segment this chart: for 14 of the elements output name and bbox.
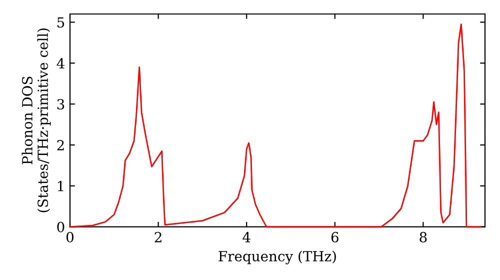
- x-tick-label: 6: [331, 232, 338, 242]
- y-axis-title: Phonon DOS (States/THz·primitive cell): [22, 28, 51, 212]
- x-tick-label: 2: [154, 232, 162, 242]
- x-tick-label: 0: [66, 232, 74, 242]
- x-axis-title: Frequency (THz): [218, 250, 336, 264]
- y-tick-label: 0: [57, 222, 64, 232]
- line-series: [69, 24, 482, 228]
- y-tick-label: 3: [57, 99, 64, 110]
- y-tick-label: 2: [57, 140, 64, 150]
- x-tick-label: 8: [420, 232, 427, 242]
- y-tick-label: 5: [57, 17, 64, 28]
- y-tick-label: 1: [58, 180, 64, 192]
- x-tick-label: 4: [242, 232, 250, 242]
- y-tick-label: 4: [56, 58, 64, 68]
